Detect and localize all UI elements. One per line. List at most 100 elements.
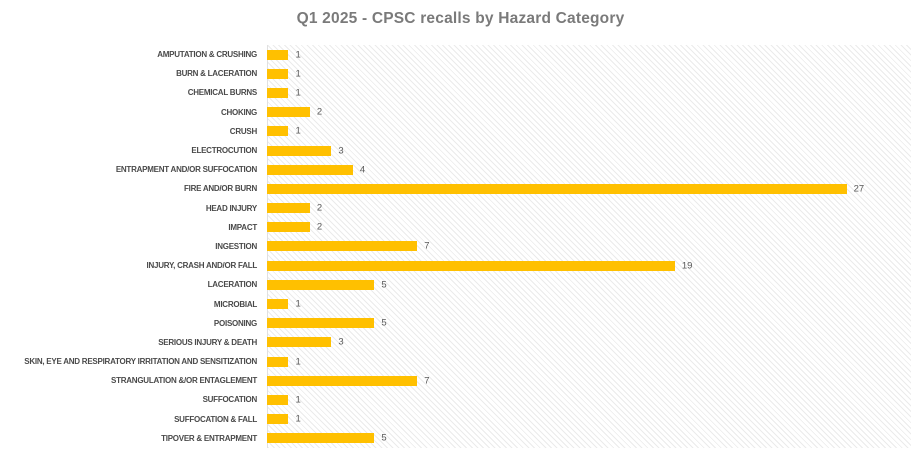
bar-track: 3 bbox=[267, 333, 921, 352]
bar-track: 1 bbox=[267, 45, 921, 64]
bar-track: 19 bbox=[267, 256, 921, 275]
bar-track: 1 bbox=[267, 390, 921, 409]
bar bbox=[267, 164, 353, 175]
category-label: SUFFOCATION & FALL bbox=[174, 414, 257, 424]
bar bbox=[267, 183, 847, 194]
value-label: 1 bbox=[295, 394, 301, 406]
bar bbox=[267, 241, 418, 252]
category-label: INGESTION bbox=[215, 241, 257, 251]
category-label: HEAD INJURY bbox=[205, 203, 257, 213]
value-label: 7 bbox=[424, 375, 430, 387]
category-label: AMPUTATION & CRUSHING bbox=[157, 50, 257, 60]
bar bbox=[267, 260, 675, 271]
bar bbox=[267, 145, 332, 156]
value-label: 2 bbox=[316, 202, 323, 214]
value-label: 1 bbox=[295, 87, 301, 99]
chart-row: LACERATION 5 bbox=[0, 275, 921, 294]
value-label: 1 bbox=[295, 68, 301, 80]
bar-track: 7 bbox=[267, 237, 921, 256]
bar-track: 2 bbox=[267, 218, 921, 237]
chart-row: INGESTION 7 bbox=[0, 237, 921, 256]
bar-track: 4 bbox=[267, 160, 921, 179]
bar bbox=[267, 279, 375, 290]
bar-track: 1 bbox=[267, 352, 921, 371]
category-label: STRANGULATION &/OR ENTAGLEMENT bbox=[111, 376, 257, 386]
bar-track: 27 bbox=[267, 179, 921, 198]
category-label: SUFFOCATION bbox=[202, 395, 258, 405]
bar-track: 1 bbox=[267, 64, 921, 83]
bar bbox=[267, 433, 375, 444]
chart-row: STRANGULATION &/OR ENTAGLEMENT 7 bbox=[0, 371, 921, 390]
bar bbox=[267, 356, 289, 367]
category-label: SKIN, EYE AND RESPIRATORY IRRITATION AND… bbox=[24, 357, 257, 367]
bar bbox=[267, 375, 418, 386]
bar-track: 7 bbox=[267, 371, 921, 390]
chart-row: TIPOVER & ENTRAPMENT 5 bbox=[0, 429, 921, 448]
chart-row: SUFFOCATION 1 bbox=[0, 390, 921, 409]
value-label: 2 bbox=[316, 106, 323, 118]
category-label: LACERATION bbox=[207, 280, 258, 290]
value-label: 5 bbox=[381, 279, 387, 291]
category-label: POISONING bbox=[213, 318, 257, 328]
value-label: 27 bbox=[853, 183, 865, 195]
chart-row: CHOKING 2 bbox=[0, 103, 921, 122]
bar bbox=[267, 414, 289, 425]
bar-track: 2 bbox=[267, 103, 921, 122]
chart-row: SERIOUS INJURY & DEATH 3 bbox=[0, 333, 921, 352]
category-label: IMPACT bbox=[228, 222, 257, 232]
bar-track: 1 bbox=[267, 410, 921, 429]
category-label: SERIOUS INJURY & DEATH bbox=[158, 337, 257, 347]
bar-track: 5 bbox=[267, 275, 921, 294]
category-label: FIRE AND/OR BURN bbox=[183, 184, 257, 194]
value-label: 2 bbox=[316, 221, 323, 233]
chart-row: ELECTROCUTION 3 bbox=[0, 141, 921, 160]
chart-row: HEAD INJURY 2 bbox=[0, 199, 921, 218]
bar bbox=[267, 68, 289, 79]
bar bbox=[267, 107, 310, 118]
chart-row: CHEMICAL BURNS 1 bbox=[0, 83, 921, 102]
bar-track: 5 bbox=[267, 429, 921, 448]
chart-row: MICROBIAL 1 bbox=[0, 294, 921, 313]
bar bbox=[267, 299, 289, 310]
bar-track: 3 bbox=[267, 141, 921, 160]
category-label: MICROBIAL bbox=[213, 299, 257, 309]
chart-row: POISONING 5 bbox=[0, 314, 921, 333]
bar bbox=[267, 394, 289, 405]
bar bbox=[267, 337, 332, 348]
category-label: CHEMICAL BURNS bbox=[187, 88, 258, 98]
category-label: INJURY, CRASH AND/OR FALL bbox=[146, 261, 258, 271]
chart-row: SUFFOCATION & FALL 1 bbox=[0, 410, 921, 429]
value-label: 1 bbox=[295, 413, 301, 425]
bar-track: 5 bbox=[267, 314, 921, 333]
bar bbox=[267, 87, 289, 98]
bar-chart: AMPUTATION & CRUSHING 1 BURN & LACERATION 1… bbox=[0, 45, 921, 448]
bar bbox=[267, 126, 289, 137]
value-label: 5 bbox=[381, 432, 387, 444]
category-label: TIPOVER & ENTRAPMENT bbox=[161, 433, 257, 443]
chart-row: BURN & LACERATION 1 bbox=[0, 64, 921, 83]
value-label: 19 bbox=[681, 260, 693, 272]
value-label: 7 bbox=[424, 240, 430, 252]
value-label: 5 bbox=[381, 317, 387, 329]
bar-track: 1 bbox=[267, 83, 921, 102]
chart-row: IMPACT 2 bbox=[0, 218, 921, 237]
value-label: 1 bbox=[295, 356, 301, 368]
category-label: ENTRAPMENT AND/OR SUFFOCATION bbox=[115, 165, 257, 175]
bar-track: 1 bbox=[267, 122, 921, 141]
value-label: 1 bbox=[295, 125, 301, 137]
category-label: CRUSH bbox=[229, 126, 257, 136]
chart-row: ENTRAPMENT AND/OR SUFFOCATION 4 bbox=[0, 160, 921, 179]
chart-row: AMPUTATION & CRUSHING 1 bbox=[0, 45, 921, 64]
bar bbox=[267, 203, 310, 214]
chart-row: INJURY, CRASH AND/OR FALL 19 bbox=[0, 256, 921, 275]
category-label: ELECTROCUTION bbox=[191, 146, 257, 156]
bar bbox=[267, 318, 375, 329]
category-label: BURN & LACERATION bbox=[176, 69, 257, 79]
bar-track: 1 bbox=[267, 294, 921, 313]
value-label: 1 bbox=[295, 298, 301, 310]
bar bbox=[267, 49, 289, 60]
chart-row: CRUSH 1 bbox=[0, 122, 921, 141]
value-label: 4 bbox=[359, 164, 366, 176]
value-label: 3 bbox=[338, 145, 344, 157]
bar bbox=[267, 222, 310, 233]
